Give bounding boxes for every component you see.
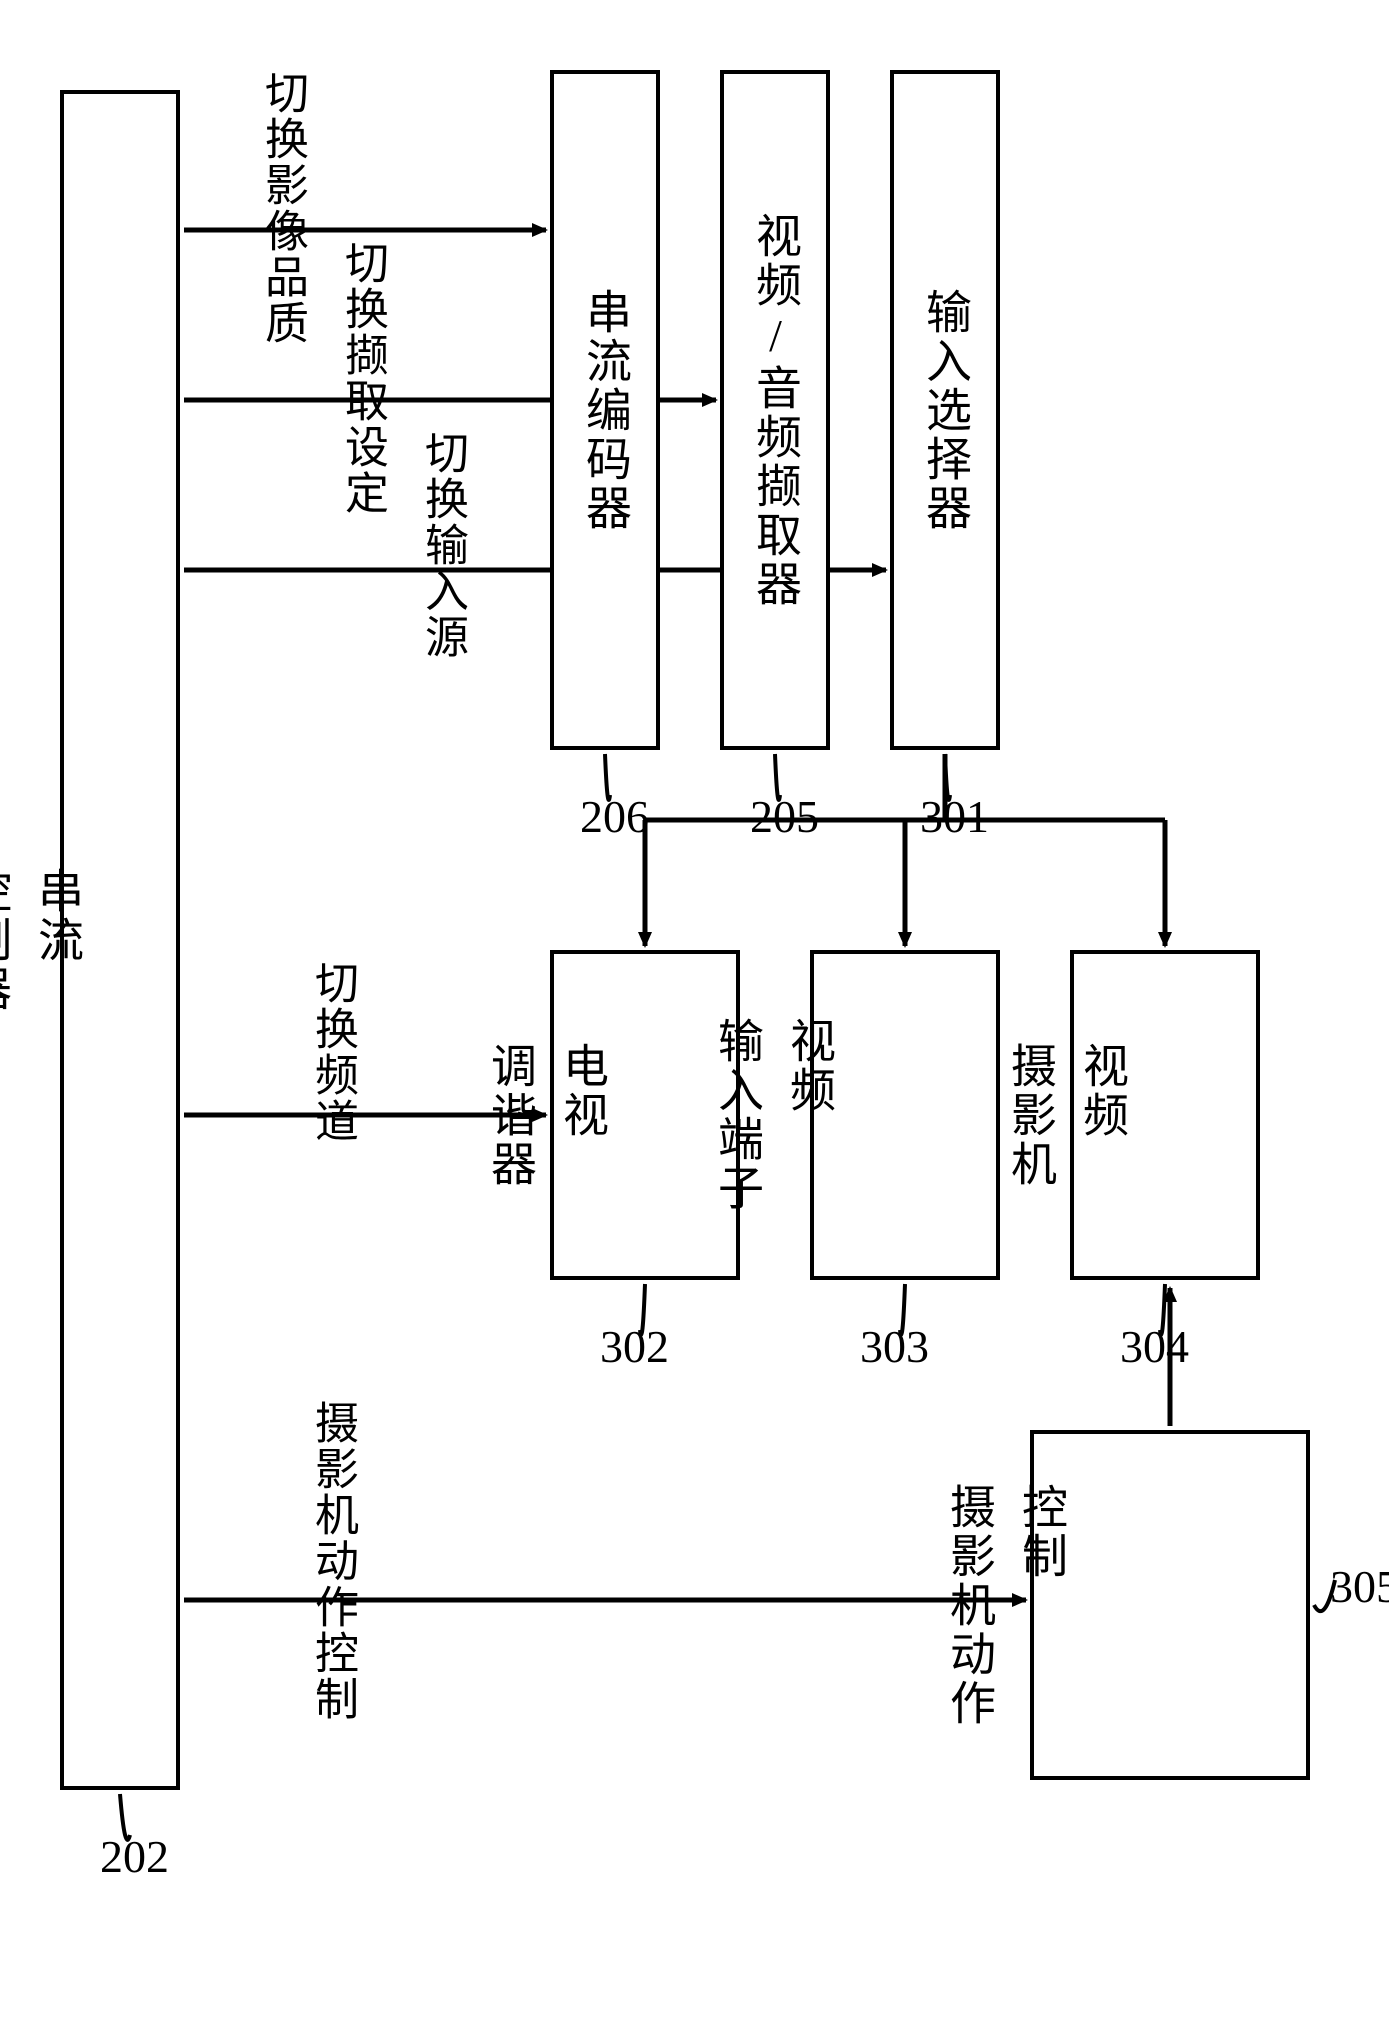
edge-label: 切换影像品质 [250,70,314,346]
ref-305: 305 [1330,1560,1389,1613]
ref-205: 205 [750,790,819,843]
cam_control-label: 摄影机动作控制 [936,1483,1389,1728]
controller-label: 控制器串流 [0,867,288,1014]
ref-202: 202 [100,1830,169,1883]
capturer-box: 视频/音频撷取器 [720,70,830,750]
ref-301: 301 [920,790,989,843]
edge-label: 切换频道 [300,960,364,1144]
selector-box: 输入选择器 [890,70,1000,750]
ref-304: 304 [1120,1320,1189,1373]
camera-label: 摄影机视频 [997,1042,1333,1189]
encoder-label: 串流编码器 [572,288,638,533]
capturer-label: 视频/音频撷取器 [742,212,808,609]
edge-label: 切换撷取设定 [330,240,394,516]
selector-label: 输入选择器 [912,288,978,533]
ref-302: 302 [600,1320,669,1373]
ref-303: 303 [860,1320,929,1373]
edge-label: 切换输入源 [410,430,474,660]
camera-box: 摄影机视频 [1070,950,1260,1280]
terminal-box: 输入端子视频 [810,950,1000,1280]
encoder-box: 串流编码器 [550,70,660,750]
cam_control-box: 摄影机动作控制 [1030,1430,1310,1780]
edge-label: 摄影机动作控制 [300,1400,364,1722]
ref-206: 206 [580,790,649,843]
controller-box: 控制器串流 [60,90,180,1790]
